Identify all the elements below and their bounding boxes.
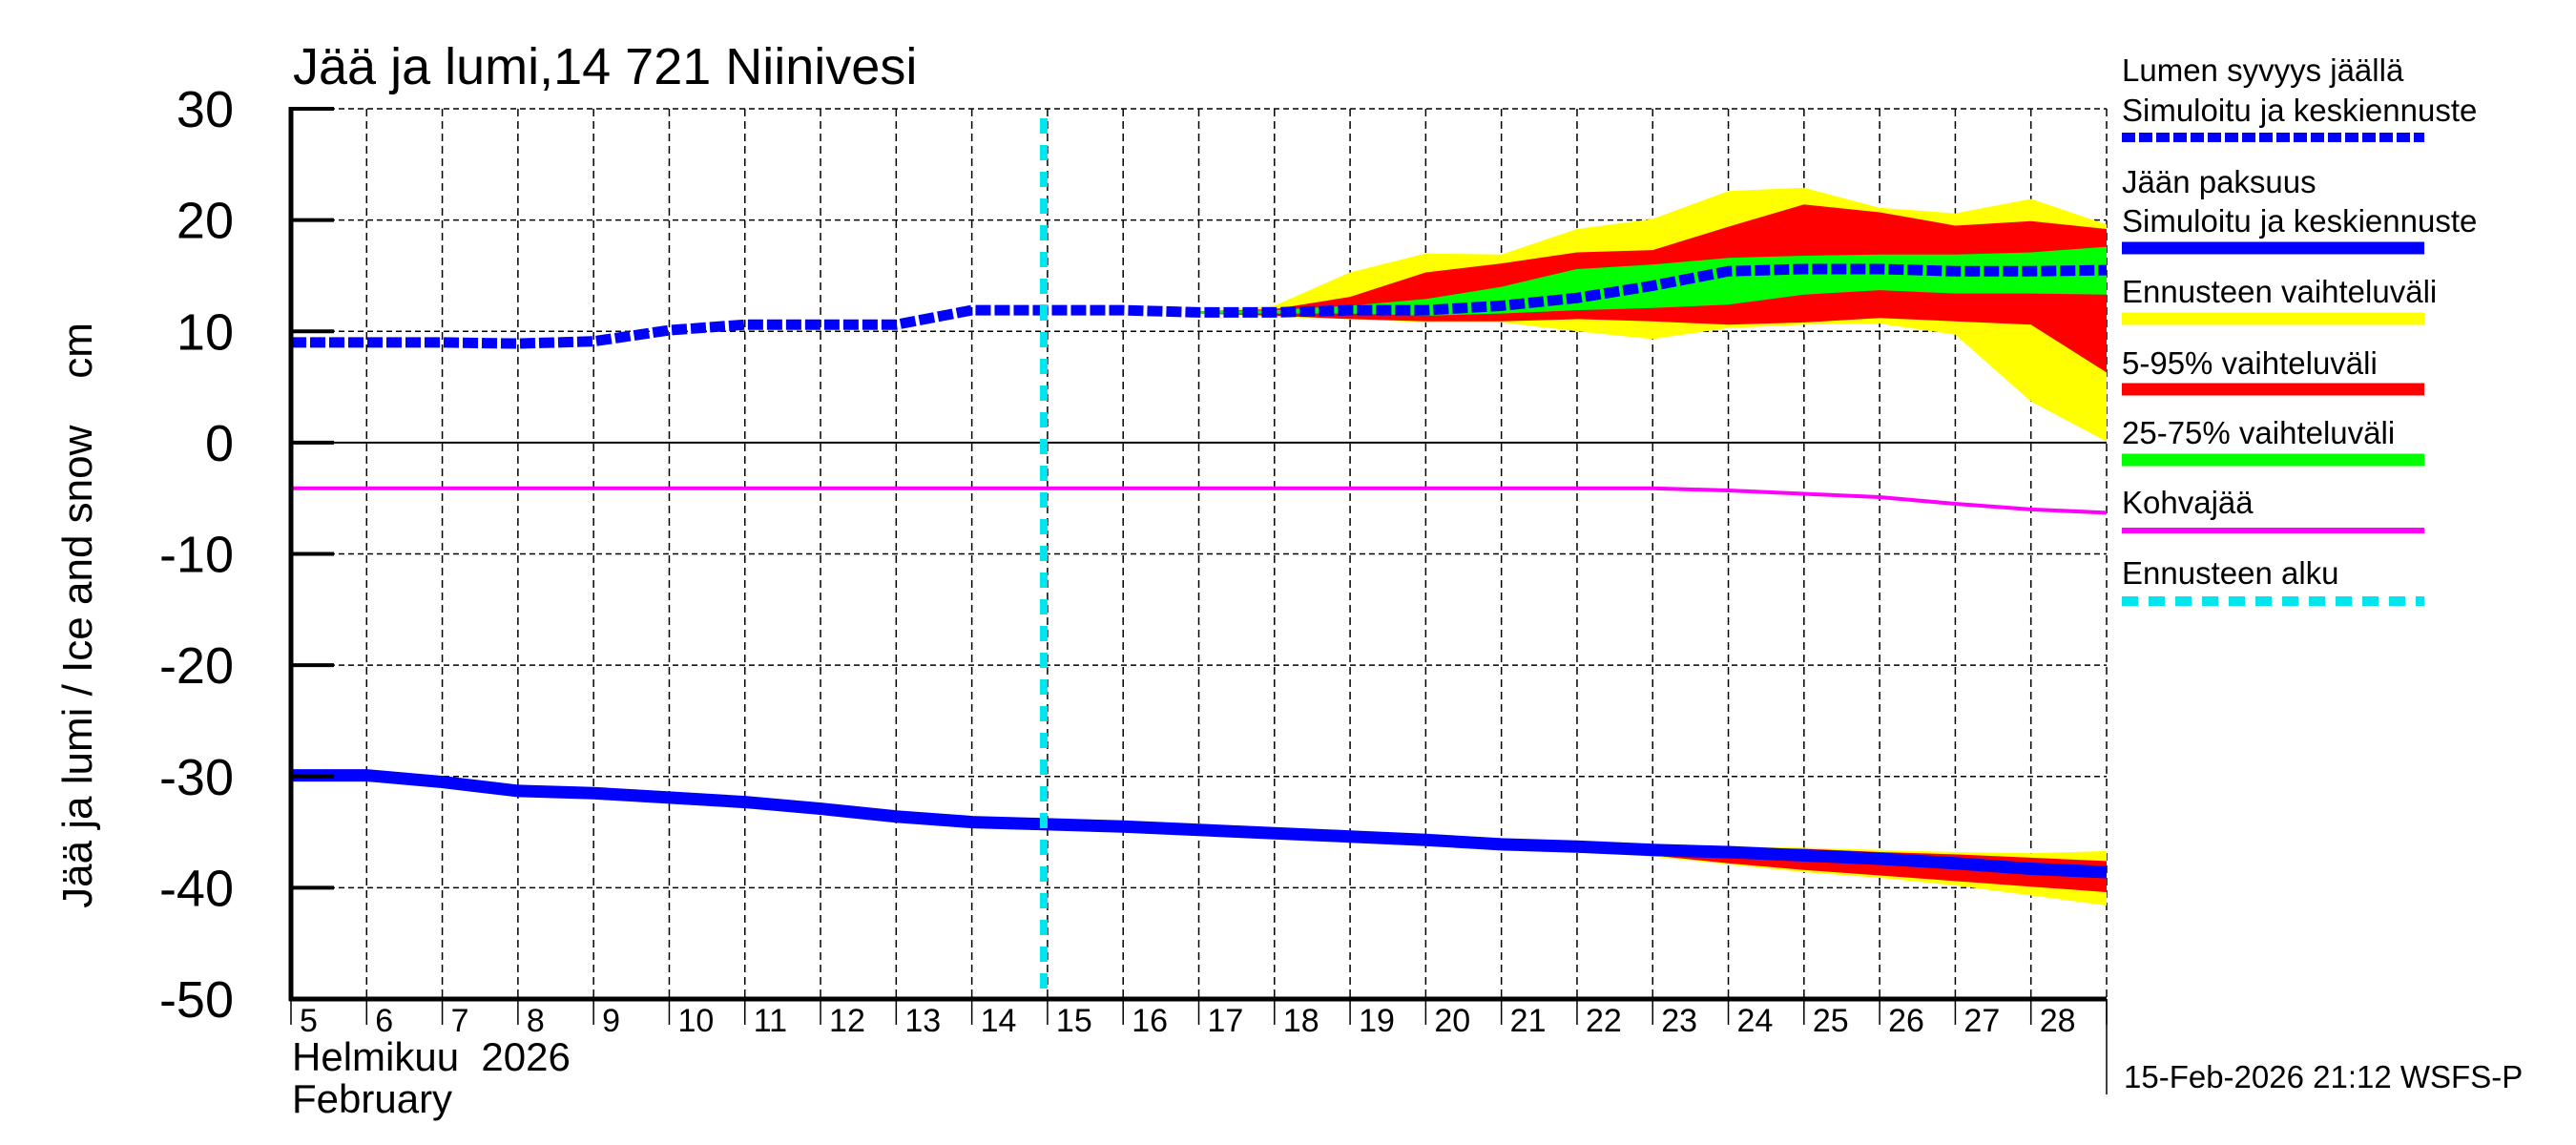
legend-slush-ice: Kohvajää — [2122, 485, 2254, 520]
x-tick-label: 12 — [829, 1003, 865, 1039]
x-tick-label: 23 — [1661, 1003, 1697, 1039]
x-tick-label: 9 — [602, 1003, 620, 1039]
ice-thickness-line — [291, 769, 2108, 879]
legend-range-full: Ennusteen vaihteluväli — [2122, 274, 2437, 309]
x-tick-label: 14 — [981, 1003, 1017, 1039]
x-tick-label: 17 — [1208, 1003, 1244, 1039]
x-tick-label: 21 — [1510, 1003, 1547, 1039]
legend-ice-subtitle: Simuloitu ja keskiennuste — [2122, 203, 2477, 239]
x-tick-label: 16 — [1132, 1003, 1168, 1039]
x-tick-label: 20 — [1434, 1003, 1470, 1039]
x-tick-label: 18 — [1283, 1003, 1319, 1039]
y-tick-label: 0 — [205, 415, 234, 472]
x-tick-label: 7 — [451, 1003, 469, 1039]
x-tick-label: 19 — [1359, 1003, 1395, 1039]
chart-title: Jää ja lumi,14 721 Niinivesi — [293, 38, 917, 95]
x-tick-label: 25 — [1813, 1003, 1849, 1039]
x-tick-label: 6 — [375, 1003, 393, 1039]
legend-forecast-start: Ennusteen alku — [2122, 555, 2339, 591]
y-tick-label: -30 — [159, 749, 234, 806]
y-tick-label: -50 — [159, 971, 234, 1029]
x-tick-label: 5 — [300, 1003, 318, 1039]
legend-snow-subtitle: Simuloitu ja keskiennuste — [2122, 93, 2477, 128]
legend-range-25-75: 25-75% vaihteluväli — [2122, 415, 2395, 450]
month-label-en: February — [292, 1076, 452, 1121]
y-axis-label: Jää ja lumi / Ice and snow cm — [54, 323, 101, 908]
legend-snow-title: Lumen syvyys jäällä — [2122, 52, 2404, 88]
slush-ice-line — [291, 486, 2108, 515]
y-tick-label: -10 — [159, 527, 234, 584]
x-tick-label: 13 — [904, 1003, 941, 1039]
x-tick-label: 15 — [1056, 1003, 1092, 1039]
x-tick-label: 11 — [754, 1003, 787, 1039]
timestamp: 15-Feb-2026 21:12 WSFS-P — [2124, 1059, 2523, 1094]
series-lines — [291, 118, 2108, 999]
snow-depth-line — [291, 263, 2108, 349]
x-tick-label: 10 — [677, 1003, 714, 1039]
x-tick-label: 24 — [1737, 1003, 1774, 1039]
x-tick-labels: 5 6 7 8 9 10 11 12 13 14 15 16 17 18 19 20 21 22 23 24 25 26 2… — [300, 1003, 2076, 1039]
x-tick-label: 26 — [1888, 1003, 1924, 1039]
x-tick-label: 28 — [2040, 1003, 2076, 1039]
x-tick-label: 27 — [1963, 1003, 2000, 1039]
x-tick-label: 22 — [1586, 1003, 1622, 1039]
axes — [288, 107, 2108, 1094]
y-tick-labels: 30 20 10 0 -10 -20 -30 -40 -50 — [159, 81, 234, 1029]
month-label-fi: Helmikuu 2026 — [292, 1034, 571, 1079]
y-tick-label: 10 — [177, 303, 234, 361]
legend: Lumen syvyys jäällä Simuloitu ja keskien… — [2122, 52, 2477, 606]
y-tick-label: 20 — [177, 193, 234, 250]
x-tick-label: 8 — [527, 1003, 545, 1039]
y-tick-label: -20 — [159, 637, 234, 695]
legend-range-5-95: 5-95% vaihteluväli — [2122, 345, 2378, 381]
legend-ice-title: Jään paksuus — [2122, 164, 2316, 199]
y-tick-label: 30 — [177, 81, 234, 138]
y-tick-label: -40 — [159, 860, 234, 917]
